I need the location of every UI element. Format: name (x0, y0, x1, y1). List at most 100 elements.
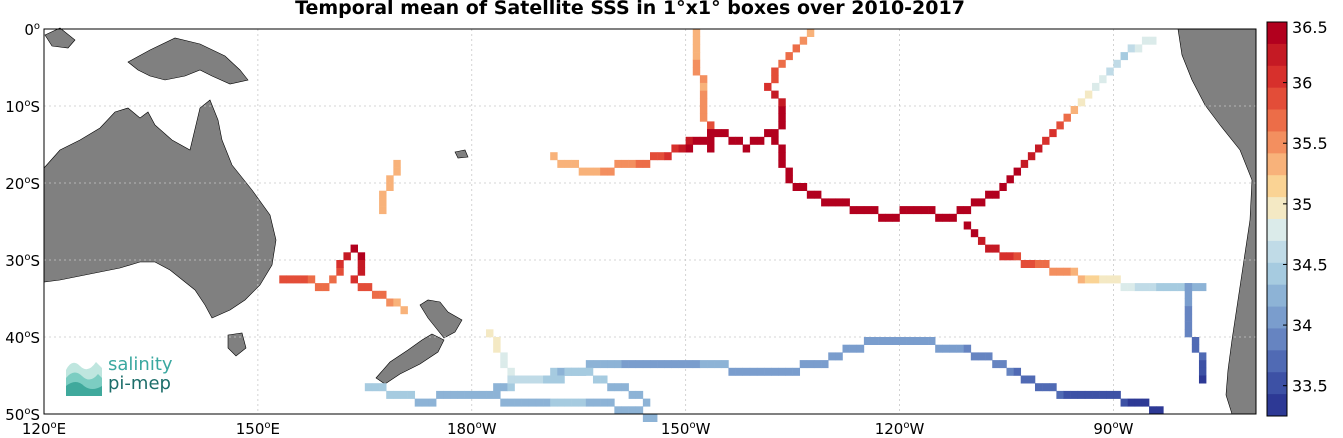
sss-box (343, 252, 351, 261)
sss-box (493, 337, 501, 345)
sss-box (871, 337, 879, 345)
sss-box (1034, 383, 1043, 392)
sss-box (364, 383, 373, 392)
sss-box (1006, 252, 1014, 261)
sss-box (728, 367, 736, 376)
sss-box (393, 390, 401, 399)
sss-box (1027, 152, 1036, 161)
sss-box (692, 52, 701, 61)
sss-box (1141, 36, 1150, 45)
sss-box (792, 183, 801, 191)
sss-box (336, 260, 344, 268)
sss-box (578, 398, 587, 407)
sss-box (977, 198, 986, 207)
sss-box (1070, 106, 1079, 114)
salinity-tracks (279, 29, 1207, 422)
sss-box (578, 367, 587, 376)
island-fiji (454, 149, 469, 159)
sss-box (721, 129, 729, 138)
sss-box (1027, 260, 1036, 268)
sss-box (621, 360, 629, 369)
sss-box (564, 398, 572, 407)
sss-box (778, 106, 786, 114)
sss-box (956, 206, 964, 215)
sss-box (1092, 275, 1100, 284)
plot-area (43, 27, 1257, 422)
sss-box (764, 367, 772, 376)
sss-box (1106, 67, 1114, 76)
sss-box (664, 360, 672, 369)
sss-box (507, 375, 515, 384)
sss-box (1184, 298, 1193, 307)
sss-box (557, 367, 565, 376)
colorbar-segment (1267, 175, 1287, 198)
sss-box (699, 136, 708, 145)
sss-box (692, 29, 701, 37)
sss-box (685, 144, 694, 153)
sss-box (699, 82, 708, 91)
sss-box (771, 367, 779, 376)
sss-box (813, 360, 822, 369)
sss-box (928, 337, 936, 345)
sss-box (692, 360, 701, 369)
sss-box (1191, 283, 1200, 292)
sss-box (1099, 275, 1107, 284)
sss-box (963, 206, 972, 215)
sss-box (600, 375, 608, 384)
sss-box (1063, 267, 1071, 276)
new-zealand-north (419, 299, 463, 339)
sss-box (414, 398, 423, 407)
tasmania (227, 332, 247, 357)
sss-box (906, 337, 915, 345)
colorbar-tick-label: 33.5 (1292, 377, 1328, 396)
sss-box (707, 136, 715, 145)
sss-box (885, 213, 893, 222)
sss-box (707, 121, 715, 130)
sss-box (500, 360, 508, 369)
new-guinea (127, 37, 249, 85)
sss-box (1070, 390, 1079, 399)
sss-box (650, 152, 658, 161)
sss-box (357, 252, 366, 261)
sss-box (685, 360, 694, 369)
sss-box (1013, 167, 1022, 176)
sss-box (486, 329, 494, 338)
sss-box (400, 390, 408, 399)
sss-box (999, 360, 1007, 369)
sss-box (279, 275, 287, 284)
sss-box (756, 367, 765, 376)
colorbar-segment (1267, 65, 1287, 89)
sss-box (956, 344, 964, 353)
sss-box (386, 298, 394, 307)
sss-box (1163, 283, 1171, 292)
sss-box (1184, 306, 1193, 315)
sss-box (1120, 398, 1128, 407)
sss-box (1042, 383, 1050, 392)
sss-box (771, 90, 779, 99)
sss-box (514, 398, 522, 407)
sss-box (379, 206, 387, 215)
sss-box (614, 383, 622, 392)
sss-box (778, 121, 786, 130)
sss-box (493, 390, 501, 399)
sss-box (1013, 367, 1022, 376)
colorbar-segment (1267, 153, 1287, 176)
sss-box (828, 352, 836, 361)
sss-box (692, 44, 701, 53)
sss-box (535, 398, 544, 407)
sss-box (935, 213, 943, 222)
sss-box (970, 198, 979, 207)
colorbar-segment (1267, 22, 1287, 45)
sss-box (778, 159, 786, 168)
sss-box (1034, 260, 1043, 268)
sss-box (585, 167, 594, 176)
colorbar-segment (1267, 43, 1287, 67)
sss-box (892, 337, 900, 345)
sss-box (1020, 260, 1029, 268)
colorbar-segment (1267, 131, 1287, 154)
sss-box (379, 198, 387, 207)
sss-box (785, 367, 793, 376)
sss-box (1042, 260, 1050, 268)
sss-box (379, 383, 387, 392)
sss-box (913, 337, 922, 345)
